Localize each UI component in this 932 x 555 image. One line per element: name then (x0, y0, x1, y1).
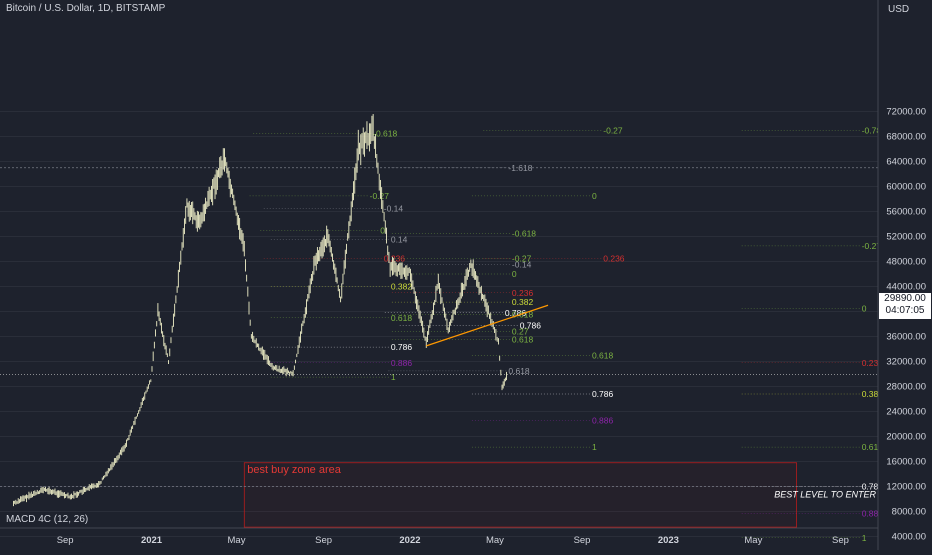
fib-level-label: 0.618 (512, 335, 534, 345)
fib-level-label: 0 (862, 303, 867, 313)
y-tick-label: 12000.00 (886, 482, 926, 493)
fib-level-label: 0.236 (862, 358, 884, 368)
fib-level-label: 1 (592, 442, 597, 452)
fib-level-label: 0.786 (391, 342, 413, 352)
best-buy-zone-box (243, 462, 797, 528)
fib-level-label: -0.27 (603, 125, 623, 135)
fib-level-label: -0.27 (512, 253, 532, 263)
y-tick-label: 56000.00 (886, 207, 926, 218)
y-tick-label: 20000.00 (886, 432, 926, 443)
y-tick-label: 28000.00 (886, 382, 926, 393)
x-tick-label: Sep (57, 535, 74, 546)
fib-level-label: 0.618 (391, 313, 413, 323)
fib-level-label: -0.14 (384, 203, 404, 213)
fib-level-label: 0.886 (592, 415, 614, 425)
fib-level-label: 0.14 (391, 235, 408, 245)
currency-label: USD (888, 4, 910, 15)
y-tick-label: 60000.00 (886, 182, 926, 193)
price-axis-panel (878, 0, 932, 550)
fib-level-label: 0.382 (862, 389, 884, 399)
fib-level-label: 0.618 (508, 366, 530, 376)
fib-level-label: -0.27 (370, 191, 390, 201)
fib-level-label: 0.236 (603, 253, 625, 263)
fib-level-label: 0 (512, 269, 517, 279)
current-price-tag: 29890.00 04:07:05 (879, 293, 931, 319)
fib-level-label: 0.618 (592, 350, 614, 360)
x-tick-label: 2022 (399, 535, 420, 546)
fib-level-label: 0.886 (862, 508, 884, 518)
current-price: 29890.00 (884, 293, 926, 304)
y-tick-label: 44000.00 (886, 282, 926, 293)
x-tick-label: Sep (315, 535, 332, 546)
x-tick-label: 2021 (141, 535, 163, 546)
fib-level-label: -0.27 (862, 241, 882, 251)
bar-countdown: 04:07:05 (885, 305, 925, 316)
fib-level-label: -0.14 (512, 260, 532, 270)
y-tick-label: 72000.00 (886, 107, 926, 118)
fib-level-label: 0.382 (391, 282, 413, 292)
fib-level-label: -0.618 (373, 128, 397, 138)
fib-level-label: 0.236 (384, 253, 406, 263)
best-buy-zone-label: best buy zone area (247, 464, 341, 476)
x-tick-label: Sep (832, 535, 849, 546)
fib-level-label: 0.786 (520, 320, 542, 330)
y-tick-label: 32000.00 (886, 357, 926, 368)
fib-level-label: 0.618 (862, 442, 884, 452)
x-tick-label: May (744, 535, 762, 546)
x-tick-label: Sep (574, 535, 591, 546)
fib-level-label: 0.786 (505, 308, 527, 318)
fib-level-label: 0.786 (592, 389, 614, 399)
fib-level-label: 0.382 (512, 297, 534, 307)
symbol-title: Bitcoin / U.S. Dollar, 1D, BITSTAMP (6, 3, 166, 14)
y-tick-label: 16000.00 (886, 457, 926, 468)
y-tick-label: 4000.00 (892, 532, 926, 543)
fib-level-label: 0 (592, 191, 597, 201)
best-level-label: BEST LEVEL TO ENTER (774, 490, 876, 500)
fib-level-label: 1 (862, 533, 867, 543)
y-tick-label: 64000.00 (886, 157, 926, 168)
y-tick-label: 24000.00 (886, 407, 926, 418)
y-tick-label: 52000.00 (886, 232, 926, 243)
fib-level-label: 0 (380, 225, 385, 235)
fib-level-label: 1 (391, 372, 396, 382)
y-tick-label: 36000.00 (886, 332, 926, 343)
fib-level-label: -0.786 (862, 125, 886, 135)
fib-level-label: 0.886 (391, 358, 413, 368)
fib-level-label: 0.618 (512, 310, 534, 320)
fib-level-label: 0.236 (512, 288, 534, 298)
macd-indicator-label[interactable]: MACD 4C (12, 26) (6, 514, 89, 525)
fib-level-label: 0.27 (512, 327, 529, 337)
fib-level-label: -0.618 (512, 228, 536, 238)
x-tick-label: 2023 (658, 535, 679, 546)
y-tick-label: 48000.00 (886, 257, 926, 268)
x-tick-label: May (228, 535, 246, 546)
x-tick-label: May (486, 535, 504, 546)
trendline (426, 304, 549, 347)
y-tick-label: 8000.00 (892, 507, 926, 518)
y-tick-label: 68000.00 (886, 132, 926, 143)
